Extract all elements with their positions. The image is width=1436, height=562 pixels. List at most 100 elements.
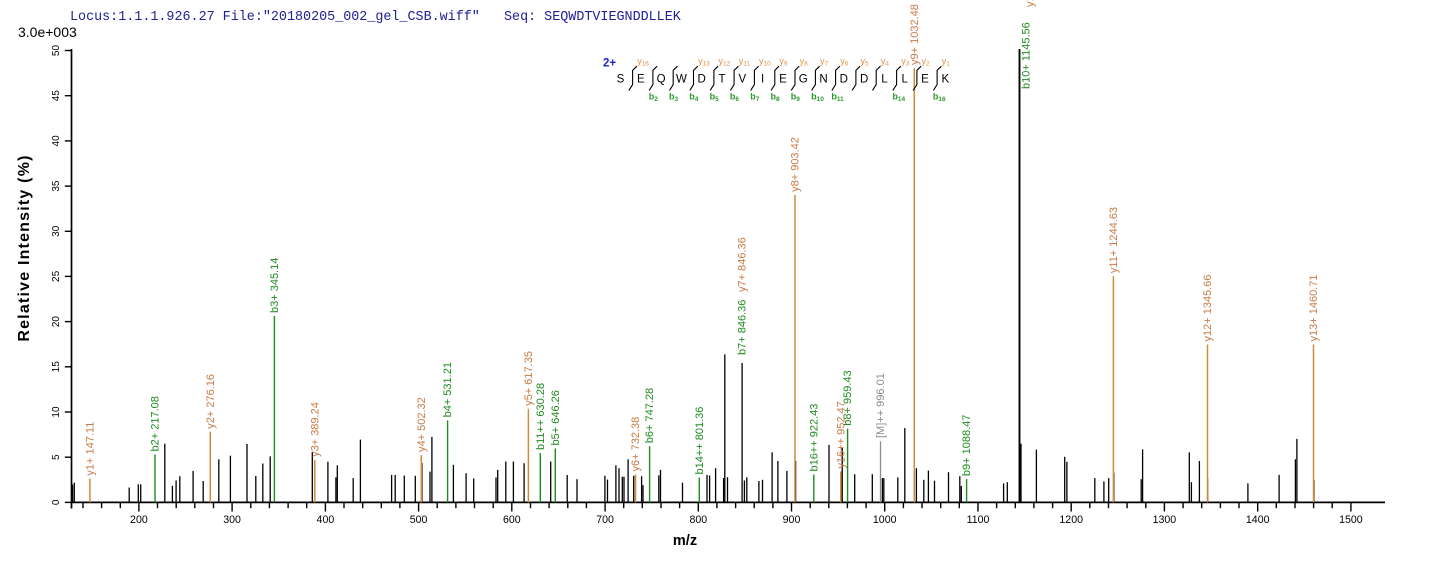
svg-text:y1+ 147.11: y1+ 147.11 [84,422,96,476]
svg-text:b5+ 646.26: b5+ 646.26 [550,390,562,445]
svg-text:800: 800 [689,514,707,526]
svg-text:b6+ 747.28: b6+ 747.28 [644,388,656,443]
svg-text:y3+ 389.24: y3+ 389.24 [309,402,321,457]
svg-text:b8+ 959.43: b8+ 959.43 [842,370,854,425]
svg-text:b4+ 531.21: b4+ 531.21 [442,362,454,417]
svg-text:b14++ 801.36: b14++ 801.36 [694,407,706,475]
svg-text:b9+ 1088.47: b9+ 1088.47 [961,415,973,476]
svg-text:y11+ 1244.63: y11+ 1244.63 [1108,207,1120,273]
svg-text:5: 5 [51,454,62,460]
svg-text:V: V [738,74,746,86]
svg-text:y12+ 1345.66: y12+ 1345.66 [1202,275,1214,342]
svg-text:b16: b16 [933,92,946,104]
svg-text:b11++ 630.28: b11++ 630.28 [535,383,547,450]
svg-text:L: L [901,74,908,86]
svg-text:1300: 1300 [1153,514,1177,526]
svg-text:S: S [617,74,625,86]
svg-text:200: 200 [130,514,148,526]
svg-text:y5: y5 [861,56,870,68]
svg-text:E: E [921,74,929,86]
svg-text:2+: 2+ [603,58,616,70]
svg-text:y1: y1 [942,56,951,68]
svg-text:y4: y4 [881,56,890,68]
svg-text:50: 50 [51,45,62,57]
svg-text:G: G [799,74,808,86]
svg-text:y3: y3 [901,56,910,68]
svg-text:y7+ 846.36: y7+ 846.36 [737,237,749,292]
svg-text:D: D [840,74,848,86]
svg-text:b4: b4 [689,92,699,104]
svg-text:b2+ 217.08: b2+ 217.08 [150,396,162,451]
svg-text:20: 20 [51,316,62,328]
svg-text:y10: y10 [759,56,771,68]
svg-text:Seq: SEQWDTVIEGNDDLLEK: Seq: SEQWDTVIEGNDDLLEK [504,10,682,25]
svg-text:y11: y11 [739,56,751,68]
svg-text:b16++ 922.43: b16++ 922.43 [808,404,820,472]
svg-text:K: K [941,74,949,86]
svg-text:y8+ 903.42: y8+ 903.42 [790,137,802,192]
svg-text:b10+ 1145.56: b10+ 1145.56 [1021,22,1033,89]
svg-text:3.0e+003: 3.0e+003 [18,24,77,40]
svg-text:y16++ 952.47: y16++ 952.47 [835,401,847,468]
svg-text:y12: y12 [719,56,731,68]
svg-text:1000: 1000 [873,514,897,526]
svg-text:b8: b8 [771,92,781,104]
svg-text:b2: b2 [649,92,659,104]
svg-text:y4+ 502.32: y4+ 502.32 [416,397,428,452]
svg-text:T: T [718,74,725,86]
svg-text:b11: b11 [831,92,844,104]
svg-text:700: 700 [596,514,614,526]
svg-text:y8: y8 [800,56,809,68]
svg-text:Relative Intensity (%): Relative Intensity (%) [16,154,33,341]
svg-text:y2+ 276.16: y2+ 276.16 [205,374,217,429]
svg-text:b10: b10 [811,92,824,104]
svg-text:Locus:1.1.1.926.27 File:"20180: Locus:1.1.1.926.27 File:"20180205_002_ge… [70,10,480,25]
svg-text:b7: b7 [750,92,760,104]
svg-text:b5: b5 [710,92,720,104]
svg-text:25: 25 [51,270,62,282]
svg-text:N: N [819,74,827,86]
svg-text:0: 0 [51,499,62,505]
svg-text:b3+ 345.14: b3+ 345.14 [269,258,281,313]
svg-text:D: D [698,74,706,86]
svg-text:D: D [860,74,868,86]
svg-text:y13+ 1460.71: y13+ 1460.71 [1308,275,1320,342]
svg-text:1100: 1100 [967,514,990,526]
svg-text:y6+ 732.38: y6+ 732.38 [630,417,642,472]
svg-text:300: 300 [223,514,241,526]
svg-text:y16: y16 [637,56,649,68]
svg-text:600: 600 [503,514,521,526]
svg-text:[M]++ 996.01: [M]++ 996.01 [875,373,887,438]
svg-text:1400: 1400 [1246,514,1270,526]
svg-text:y2: y2 [922,56,931,68]
svg-text:Q: Q [657,74,666,86]
svg-text:W: W [676,74,687,86]
svg-text:y13: y13 [698,56,710,68]
svg-text:y6: y6 [840,56,849,68]
svg-text:10: 10 [51,406,62,418]
svg-text:b6: b6 [730,92,740,104]
svg-text:y9+ 1032.48: y9+ 1032.48 [909,4,921,65]
svg-text:b3: b3 [669,92,679,104]
svg-text:15: 15 [51,361,62,373]
svg-text:40: 40 [51,135,62,147]
svg-text:1500: 1500 [1339,514,1363,526]
svg-text:E: E [637,74,645,86]
svg-text:900: 900 [783,514,801,526]
svg-text:I: I [761,74,764,86]
svg-text:y12+ 1161: y12+ 1161 [1025,0,1037,7]
svg-text:b7+ 846.36: b7+ 846.36 [737,300,749,355]
svg-text:y7: y7 [820,56,829,68]
svg-text:y9: y9 [779,56,788,68]
svg-text:500: 500 [410,514,428,526]
svg-text:30: 30 [51,225,62,237]
svg-text:b9: b9 [791,92,801,104]
svg-text:b14: b14 [892,92,905,104]
svg-text:400: 400 [317,514,335,526]
svg-text:y5+ 617.35: y5+ 617.35 [523,351,535,406]
svg-text:1200: 1200 [1059,514,1083,526]
svg-text:L: L [881,74,888,86]
svg-text:35: 35 [51,180,62,192]
svg-text:m/z: m/z [673,533,697,549]
svg-text:E: E [779,74,787,86]
